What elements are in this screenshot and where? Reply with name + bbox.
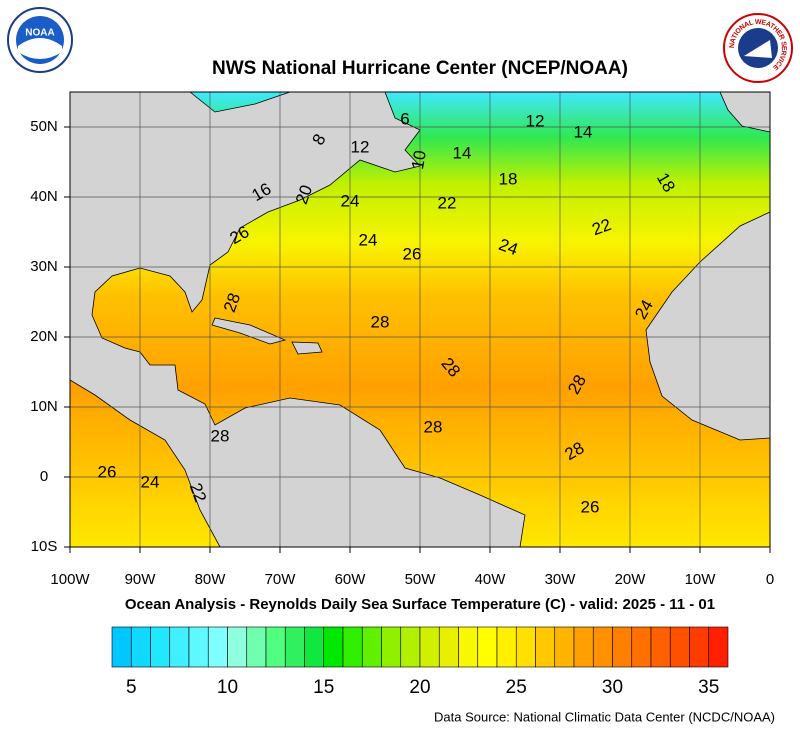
africa bbox=[645, 211, 770, 441]
y-tick-label: 10S bbox=[31, 538, 58, 555]
contour-label: 24 bbox=[341, 191, 360, 210]
contour-label: 6 bbox=[400, 109, 409, 128]
colorbar-label: 20 bbox=[409, 677, 430, 698]
europe bbox=[719, 92, 770, 133]
contour-label: 26 bbox=[403, 244, 422, 263]
x-tick-label: 10W bbox=[685, 571, 717, 588]
colorbar-box bbox=[650, 626, 671, 668]
colorbar-label: 30 bbox=[602, 677, 623, 698]
x-tick-label: 40W bbox=[475, 571, 507, 588]
colorbar-box bbox=[477, 626, 498, 668]
colorbar-box bbox=[207, 626, 228, 668]
colorbar-box bbox=[689, 626, 710, 668]
colorbar-label: 10 bbox=[217, 677, 238, 698]
colorbar-box bbox=[304, 626, 325, 668]
x-tick-label: 70W bbox=[265, 571, 297, 588]
contour-label: 10 bbox=[408, 149, 430, 171]
title: NWS National Hurricane Center (NCEP/NOAA… bbox=[212, 58, 628, 79]
colorbar-box bbox=[554, 626, 575, 668]
colorbar-box bbox=[227, 626, 248, 668]
y-tick-label: 40N bbox=[30, 188, 58, 205]
contour-label: 14 bbox=[574, 122, 593, 141]
colorbar-box bbox=[573, 626, 594, 668]
x-tick-label: 0 bbox=[766, 571, 774, 588]
colorbar-box bbox=[631, 626, 652, 668]
colorbar-box bbox=[361, 626, 382, 668]
contour-label: 14 bbox=[453, 143, 472, 162]
colorbar-box bbox=[111, 626, 132, 668]
x-tick-label: 30W bbox=[545, 571, 577, 588]
subtitle: Ocean Analysis - Reynolds Daily Sea Surf… bbox=[125, 596, 715, 613]
contour-label: 28 bbox=[211, 426, 230, 445]
colorbar-box bbox=[535, 626, 556, 668]
contour-label: 24 bbox=[359, 230, 378, 249]
contour-label: 26 bbox=[581, 497, 600, 516]
contour-label: 24 bbox=[141, 472, 160, 491]
colorbar-box bbox=[130, 626, 151, 668]
americas bbox=[70, 92, 526, 547]
y-tick-label: 0 bbox=[40, 468, 48, 485]
noaa-logo: NOAA bbox=[7, 7, 73, 73]
colorbar-box bbox=[150, 626, 171, 668]
y-tick-label: 30N bbox=[30, 258, 58, 275]
cuba bbox=[211, 317, 287, 345]
colorbar-box bbox=[515, 626, 536, 668]
colorbar-box bbox=[708, 626, 729, 668]
colorbar-box bbox=[169, 626, 190, 668]
x-tick-label: 20W bbox=[615, 571, 647, 588]
colorbar-label: 25 bbox=[506, 677, 527, 698]
colorbar-box bbox=[400, 626, 421, 668]
contour-label: 12 bbox=[526, 111, 545, 130]
y-tick-label: 50N bbox=[30, 118, 58, 135]
y-tick-label: 10N bbox=[30, 398, 58, 415]
x-tick-label: 100W bbox=[50, 571, 90, 588]
colorbar-box bbox=[592, 626, 613, 668]
data-source: Data Source: National Climatic Data Cent… bbox=[434, 709, 775, 724]
colorbar-label: 5 bbox=[126, 677, 137, 698]
contour-label: 22 bbox=[438, 193, 457, 212]
colorbar-box bbox=[458, 626, 479, 668]
y-tick-label: 20N bbox=[30, 328, 58, 345]
colorbar-box bbox=[188, 626, 209, 668]
colorbar-box bbox=[669, 626, 690, 668]
x-tick-label: 50W bbox=[405, 571, 437, 588]
colorbar-box bbox=[342, 626, 363, 668]
hispaniola bbox=[291, 341, 323, 355]
x-tick-label: 80W bbox=[195, 571, 227, 588]
nws-logo: NATIONAL WEATHER SERVICE bbox=[723, 13, 793, 83]
x-tick-label: 90W bbox=[125, 571, 157, 588]
colorbar-box bbox=[265, 626, 286, 668]
contour-label: 18 bbox=[499, 169, 518, 188]
colorbar-box bbox=[323, 626, 344, 668]
colorbar-box bbox=[284, 626, 305, 668]
noaa-logo-text: NOAA bbox=[25, 28, 54, 39]
contour-label: 28 bbox=[371, 312, 390, 331]
colorbar-label: 35 bbox=[698, 677, 719, 698]
colorbar-box bbox=[496, 626, 517, 668]
colorbar-box bbox=[438, 626, 459, 668]
contour-label: 26 bbox=[98, 462, 117, 481]
colorbar-label: 15 bbox=[313, 677, 334, 698]
contour-label: 12 bbox=[351, 137, 370, 156]
x-tick-label: 60W bbox=[335, 571, 367, 588]
contour-label: 28 bbox=[424, 417, 443, 436]
colorbar-box bbox=[419, 626, 440, 668]
colorbar-box bbox=[612, 626, 633, 668]
colorbar-box bbox=[381, 626, 402, 668]
colorbar-box bbox=[246, 626, 267, 668]
